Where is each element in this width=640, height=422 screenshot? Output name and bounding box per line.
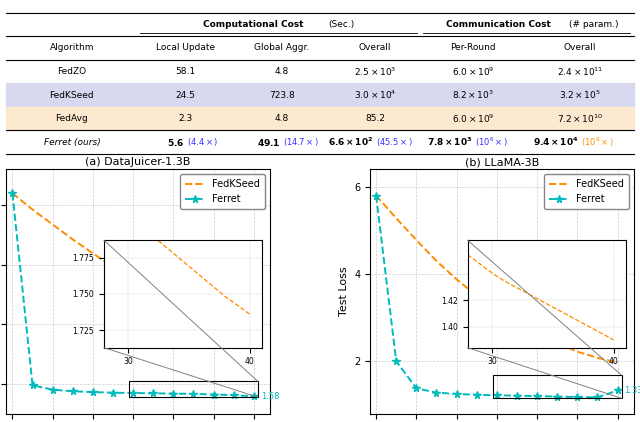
Text: 24.5: 24.5 bbox=[175, 91, 196, 100]
Text: (# param.): (# param.) bbox=[569, 20, 619, 29]
Text: FedKSeed: FedKSeed bbox=[49, 91, 94, 100]
Legend: FedKSeed, Ferret: FedKSeed, Ferret bbox=[544, 174, 628, 209]
Text: $\mathbf{9.4\times10^{4}}$: $\mathbf{9.4\times10^{4}}$ bbox=[533, 136, 579, 149]
Text: 4.8: 4.8 bbox=[275, 114, 289, 123]
Text: $(45.5\times)$: $(45.5\times)$ bbox=[376, 136, 413, 148]
Text: $8.2\times10^{3}$: $8.2\times10^{3}$ bbox=[452, 89, 494, 101]
Text: $(10^{6}\times)$: $(10^{6}\times)$ bbox=[581, 135, 614, 149]
Bar bbox=[493, 375, 621, 398]
Text: $3.2\times10^{5}$: $3.2\times10^{5}$ bbox=[559, 89, 601, 101]
Text: FedAvg: FedAvg bbox=[56, 114, 88, 123]
Text: $\mathbf{7.8\times10^{3}}$: $\mathbf{7.8\times10^{3}}$ bbox=[427, 136, 472, 149]
Title: (a) DataJuicer-1.3B: (a) DataJuicer-1.3B bbox=[86, 157, 191, 167]
Text: Overall: Overall bbox=[359, 43, 392, 52]
Text: 1.58: 1.58 bbox=[261, 392, 280, 401]
Text: 723.8: 723.8 bbox=[269, 91, 295, 100]
Text: Per-Round: Per-Round bbox=[451, 43, 496, 52]
Text: Computational Cost: Computational Cost bbox=[204, 20, 304, 29]
Y-axis label: Test Loss: Test Loss bbox=[339, 267, 349, 316]
Text: $2.4\times10^{11}$: $2.4\times10^{11}$ bbox=[557, 65, 604, 78]
Bar bbox=[129, 381, 258, 397]
Text: $\mathbf{49.1}$: $\mathbf{49.1}$ bbox=[257, 137, 281, 148]
Text: 2.3: 2.3 bbox=[179, 114, 193, 123]
Text: $(4.4\times)$: $(4.4\times)$ bbox=[187, 136, 218, 148]
Bar bbox=[6, 107, 634, 130]
Text: $(10^{6}\times)$: $(10^{6}\times)$ bbox=[475, 135, 508, 149]
Text: $3.0\times10^{4}$: $3.0\times10^{4}$ bbox=[354, 89, 396, 101]
Legend: FedKSeed, Ferret: FedKSeed, Ferret bbox=[180, 174, 265, 209]
Text: Ferret (ours): Ferret (ours) bbox=[44, 138, 100, 147]
Text: $6.0\times10^{9}$: $6.0\times10^{9}$ bbox=[452, 113, 495, 125]
Text: 1.33: 1.33 bbox=[625, 386, 640, 395]
Text: 58.1: 58.1 bbox=[175, 67, 196, 76]
Text: Global Aggr.: Global Aggr. bbox=[255, 43, 310, 52]
Text: $\mathbf{5.6}$: $\mathbf{5.6}$ bbox=[167, 137, 184, 148]
Text: Local Update: Local Update bbox=[156, 43, 215, 52]
Text: $7.2\times10^{10}$: $7.2\times10^{10}$ bbox=[557, 113, 603, 125]
Text: FedZO: FedZO bbox=[58, 67, 86, 76]
Text: 4.8: 4.8 bbox=[275, 67, 289, 76]
Text: $(14.7\times)$: $(14.7\times)$ bbox=[284, 136, 319, 148]
Text: Communication Cost: Communication Cost bbox=[446, 20, 551, 29]
Text: $2.5\times10^{3}$: $2.5\times10^{3}$ bbox=[354, 65, 396, 78]
Text: Overall: Overall bbox=[564, 43, 596, 52]
Text: Algorithm: Algorithm bbox=[50, 43, 94, 52]
Text: 85.2: 85.2 bbox=[365, 114, 385, 123]
Text: (Sec.): (Sec.) bbox=[328, 20, 355, 29]
Bar bbox=[6, 83, 634, 107]
Text: $\mathbf{6.6\times10^{2}}$: $\mathbf{6.6\times10^{2}}$ bbox=[328, 136, 374, 149]
Title: (b) LLaMA-3B: (b) LLaMA-3B bbox=[465, 157, 539, 167]
Text: $6.0\times10^{9}$: $6.0\times10^{9}$ bbox=[452, 65, 495, 78]
